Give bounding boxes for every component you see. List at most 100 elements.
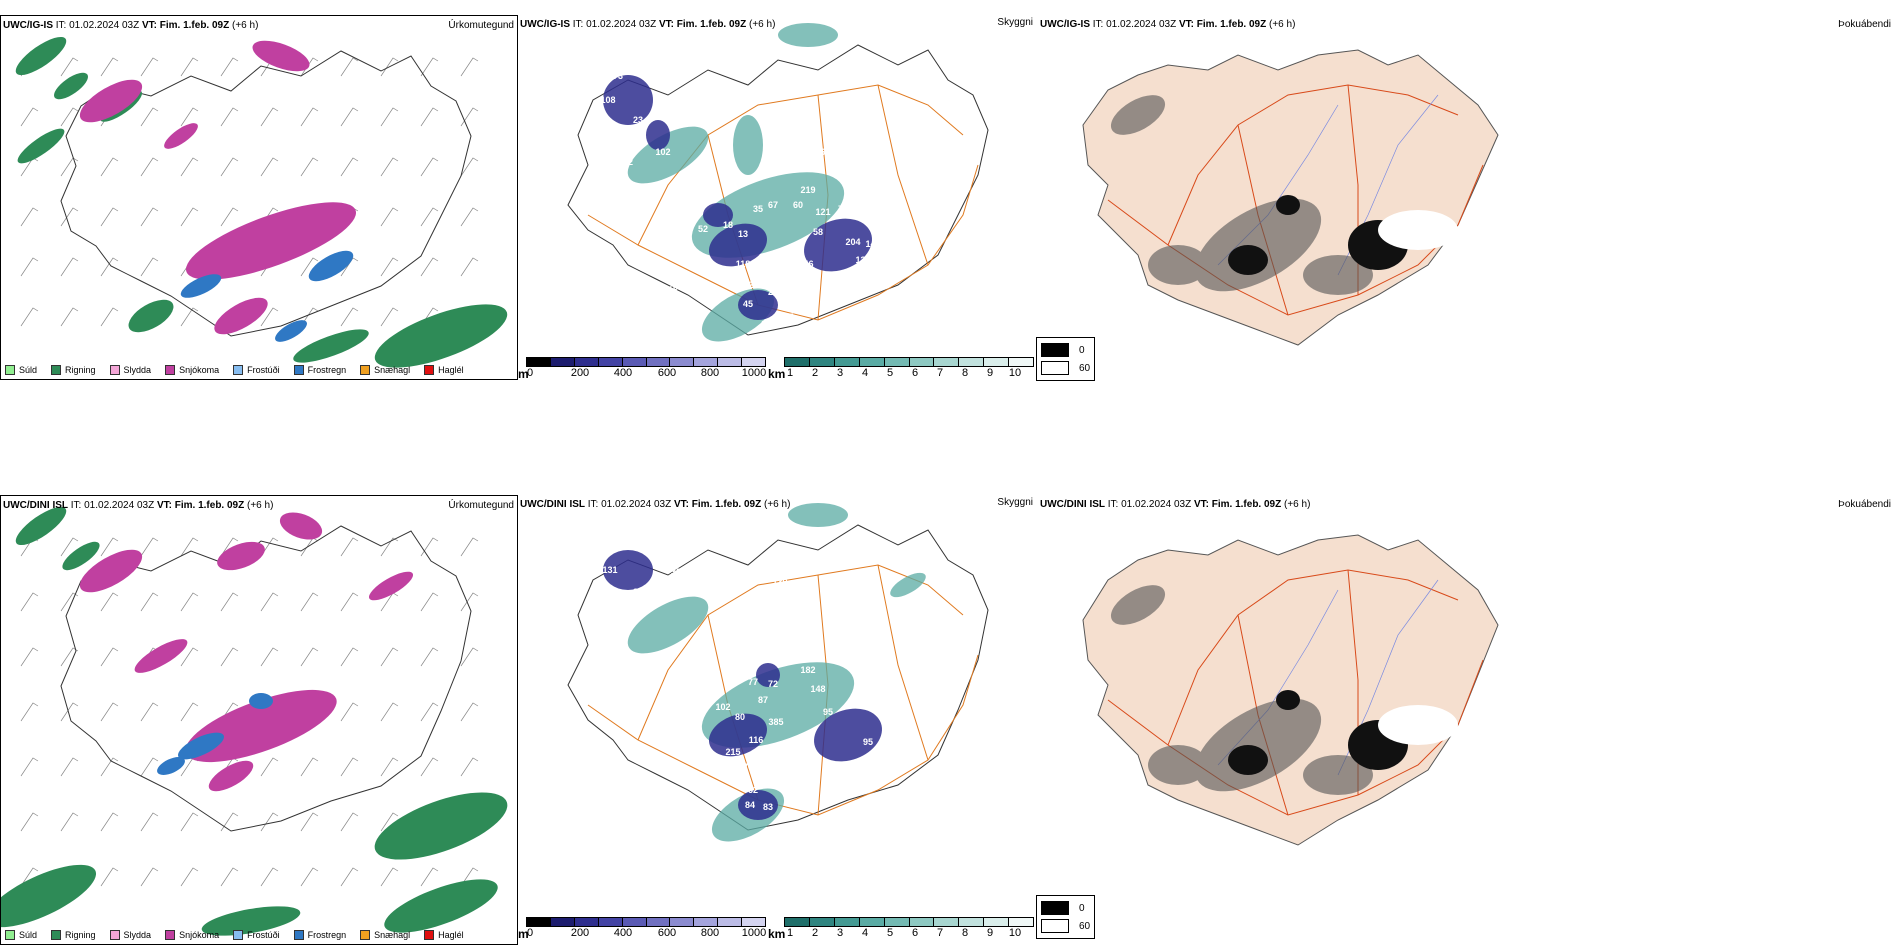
lead-time: (+6 h) bbox=[232, 20, 259, 31]
cloud-top-label: 385 bbox=[768, 717, 783, 727]
cloud-top-label: 35 bbox=[753, 204, 763, 214]
model-name: UWC/DINI ISL bbox=[3, 500, 68, 511]
fog-legend-item: 0 bbox=[1041, 899, 1090, 917]
cloud-top-label: 78 bbox=[643, 542, 653, 552]
cloud-top-label: 117 bbox=[759, 252, 774, 262]
legend-label: Snjókoma bbox=[179, 930, 220, 940]
tick-label: 2 bbox=[811, 367, 819, 379]
valid-time: Fim. 1.feb. 09Z bbox=[676, 19, 747, 30]
swatch bbox=[233, 930, 244, 940]
cloud-top-label: 13 bbox=[738, 229, 748, 239]
valid-label: VT: bbox=[141, 20, 157, 31]
swatch bbox=[293, 365, 304, 375]
cloud-panel-row1: 73 108 166 23 102 12 116 219 60 75 52 18… bbox=[518, 15, 1038, 381]
cloud-top-label: 360 bbox=[755, 562, 770, 572]
cloud-top-label: 14 bbox=[723, 547, 733, 557]
init-time: IT: 01.02.2024 03Z bbox=[1092, 19, 1177, 30]
tick-label: 400 bbox=[613, 367, 633, 379]
valid-label: VT: bbox=[1193, 499, 1209, 510]
tick-label: 9 bbox=[986, 367, 994, 379]
valid-label: VT: bbox=[156, 500, 172, 511]
legend-item: Snjókoma bbox=[165, 930, 219, 940]
fog-legend-item: 0 bbox=[1041, 341, 1090, 359]
cloud-top-label: 131 bbox=[602, 565, 617, 575]
legend-item: Frostregn bbox=[293, 930, 346, 940]
cloud-top-label: 172 bbox=[738, 280, 753, 290]
tick-label: 7 bbox=[936, 927, 944, 939]
precip-snow-areas bbox=[79, 512, 414, 792]
tick-label: 600 bbox=[657, 367, 677, 379]
precip-legend: Súld Rigning Slydda Snjókoma Frostúði Fr… bbox=[5, 365, 464, 375]
fog-legend: 0 60 bbox=[1036, 895, 1096, 939]
legend-item: Frostúði bbox=[233, 365, 280, 375]
cloud-height-areas bbox=[603, 75, 872, 320]
tick-label: 1 bbox=[786, 367, 794, 379]
tick-label: 10 bbox=[1008, 367, 1022, 379]
model-name: UWC/DINI ISL bbox=[520, 499, 585, 510]
cloud-map: 73 108 166 23 102 12 116 219 60 75 52 18… bbox=[567, 23, 989, 342]
fog-panel-row2: UWC/DINI ISL IT: 01.02.2024 03Z VT: Fim.… bbox=[1036, 495, 1900, 945]
legend-item: Slydda bbox=[109, 930, 152, 940]
precip-freezing-areas bbox=[157, 693, 273, 775]
fog-legend-value: 0 bbox=[1079, 344, 1085, 356]
tick-label: 4 bbox=[861, 927, 869, 939]
legend-label: Slydda bbox=[123, 365, 152, 375]
cloud-top-label: 268 bbox=[772, 593, 787, 603]
legend-item: Snæhagl bbox=[360, 930, 410, 940]
cloud-top-label: 58 bbox=[813, 227, 823, 237]
tick-label: 5 bbox=[886, 927, 894, 939]
legend-item: Frostregn bbox=[293, 365, 346, 375]
swatch bbox=[5, 365, 15, 375]
fog-map bbox=[1082, 49, 1499, 346]
init-time: IT: 01.02.2024 03Z bbox=[55, 20, 140, 31]
precip-panel-row2: UWC/DINI ISL IT: 01.02.2024 03Z VT: Fim.… bbox=[0, 495, 518, 945]
tick-label: 600 bbox=[657, 927, 677, 939]
cloud-top-label: 118 bbox=[736, 259, 751, 269]
cloud-top-label: 24 bbox=[768, 287, 778, 297]
legend-label: Súld bbox=[19, 930, 38, 940]
legend-label: Frostúði bbox=[247, 930, 280, 940]
swatch bbox=[360, 930, 371, 940]
cloud-top-label: 288 bbox=[738, 599, 753, 609]
cloud-top-label: 73 bbox=[613, 71, 623, 81]
model-name: UWC/IG-IS bbox=[1040, 19, 1090, 30]
legend-label: Rigning bbox=[65, 930, 96, 940]
cloud-top-label: 67 bbox=[768, 200, 778, 210]
valid-label: VT: bbox=[658, 19, 674, 30]
lead-time: (+6 h) bbox=[1284, 499, 1311, 510]
cloud-top-label: 84 bbox=[745, 800, 755, 810]
cloud-top-label: 33 bbox=[868, 275, 878, 285]
precip-header: UWC/DINI ISL IT: 01.02.2024 03Z VT: Fim.… bbox=[3, 500, 273, 511]
precip-panel-row1: UWC/IG-IS IT: 01.02.2024 03Z VT: Fim. 1.… bbox=[0, 15, 518, 380]
cloud-title: Skyggni bbox=[997, 17, 1033, 28]
legend-item: Súld bbox=[5, 930, 37, 940]
fog-grey-areas bbox=[1110, 585, 1373, 795]
valid-label: VT: bbox=[1178, 19, 1194, 30]
legend-label: Snæhagl bbox=[374, 930, 411, 940]
tick-label: 800 bbox=[700, 367, 720, 379]
cloud-top-label: 75 bbox=[838, 204, 848, 214]
init-time: IT: 01.02.2024 03Z bbox=[587, 499, 672, 510]
fog-legend-value: 60 bbox=[1079, 920, 1091, 932]
legend-label: Haglél bbox=[438, 930, 464, 940]
cloud-top-label: 12 bbox=[623, 157, 633, 167]
cloud-header: UWC/IG-IS IT: 01.02.2024 03Z VT: Fim. 1.… bbox=[520, 19, 775, 30]
cloud-top-label: 108 bbox=[600, 95, 615, 105]
cloud-top-label: 76 bbox=[743, 762, 753, 772]
cloud-top-label: 18 bbox=[723, 220, 733, 230]
cloud-panel-row2: 78 131 83 14 32 360 139 288 268 101 730 … bbox=[518, 495, 1038, 945]
cloud-map: 78 131 83 14 32 360 139 288 268 101 730 … bbox=[567, 503, 989, 842]
init-time: IT: 01.02.2024 03Z bbox=[572, 19, 657, 30]
cloud-top-label: 215 bbox=[725, 747, 740, 757]
tick-label: 1000 bbox=[741, 367, 767, 379]
cloud-top-label: 95 bbox=[823, 707, 833, 717]
cloud-top-label: 87 bbox=[758, 695, 768, 705]
precip-title: Úrkomutegund bbox=[448, 500, 514, 511]
tick-label: 6 bbox=[911, 367, 919, 379]
tick-label: 9 bbox=[986, 927, 994, 939]
legend-label: Slydda bbox=[123, 930, 152, 940]
swatch bbox=[51, 365, 62, 375]
cloud-top-label: 116 bbox=[811, 147, 826, 157]
fog-white-area bbox=[1378, 705, 1458, 745]
cloud-top-label: 45 bbox=[801, 742, 811, 752]
